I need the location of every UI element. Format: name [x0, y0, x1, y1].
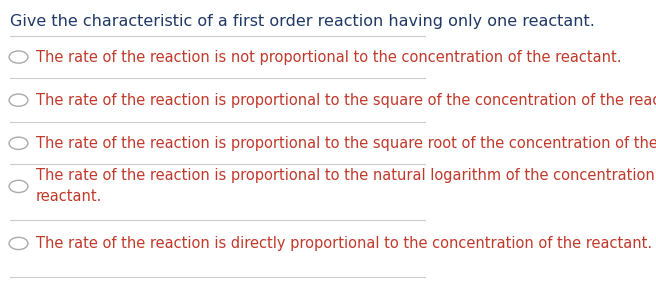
Text: The rate of the reaction is not proportional to the concentration of the reactan: The rate of the reaction is not proporti…	[35, 49, 621, 65]
Circle shape	[9, 180, 28, 192]
Text: The rate of the reaction is directly proportional to the concentration of the re: The rate of the reaction is directly pro…	[35, 236, 652, 251]
Text: Give the characteristic of a first order reaction having only one reactant.: Give the characteristic of a first order…	[10, 14, 595, 29]
Circle shape	[9, 51, 28, 63]
Text: The rate of the reaction is proportional to the square of the concentration of t: The rate of the reaction is proportional…	[35, 93, 656, 108]
Text: The rate of the reaction is proportional to the square root of the concentration: The rate of the reaction is proportional…	[35, 136, 656, 151]
Circle shape	[9, 137, 28, 149]
Circle shape	[9, 237, 28, 250]
Circle shape	[9, 94, 28, 106]
Text: The rate of the reaction is proportional to the natural logarithm of the concent: The rate of the reaction is proportional…	[35, 168, 656, 204]
